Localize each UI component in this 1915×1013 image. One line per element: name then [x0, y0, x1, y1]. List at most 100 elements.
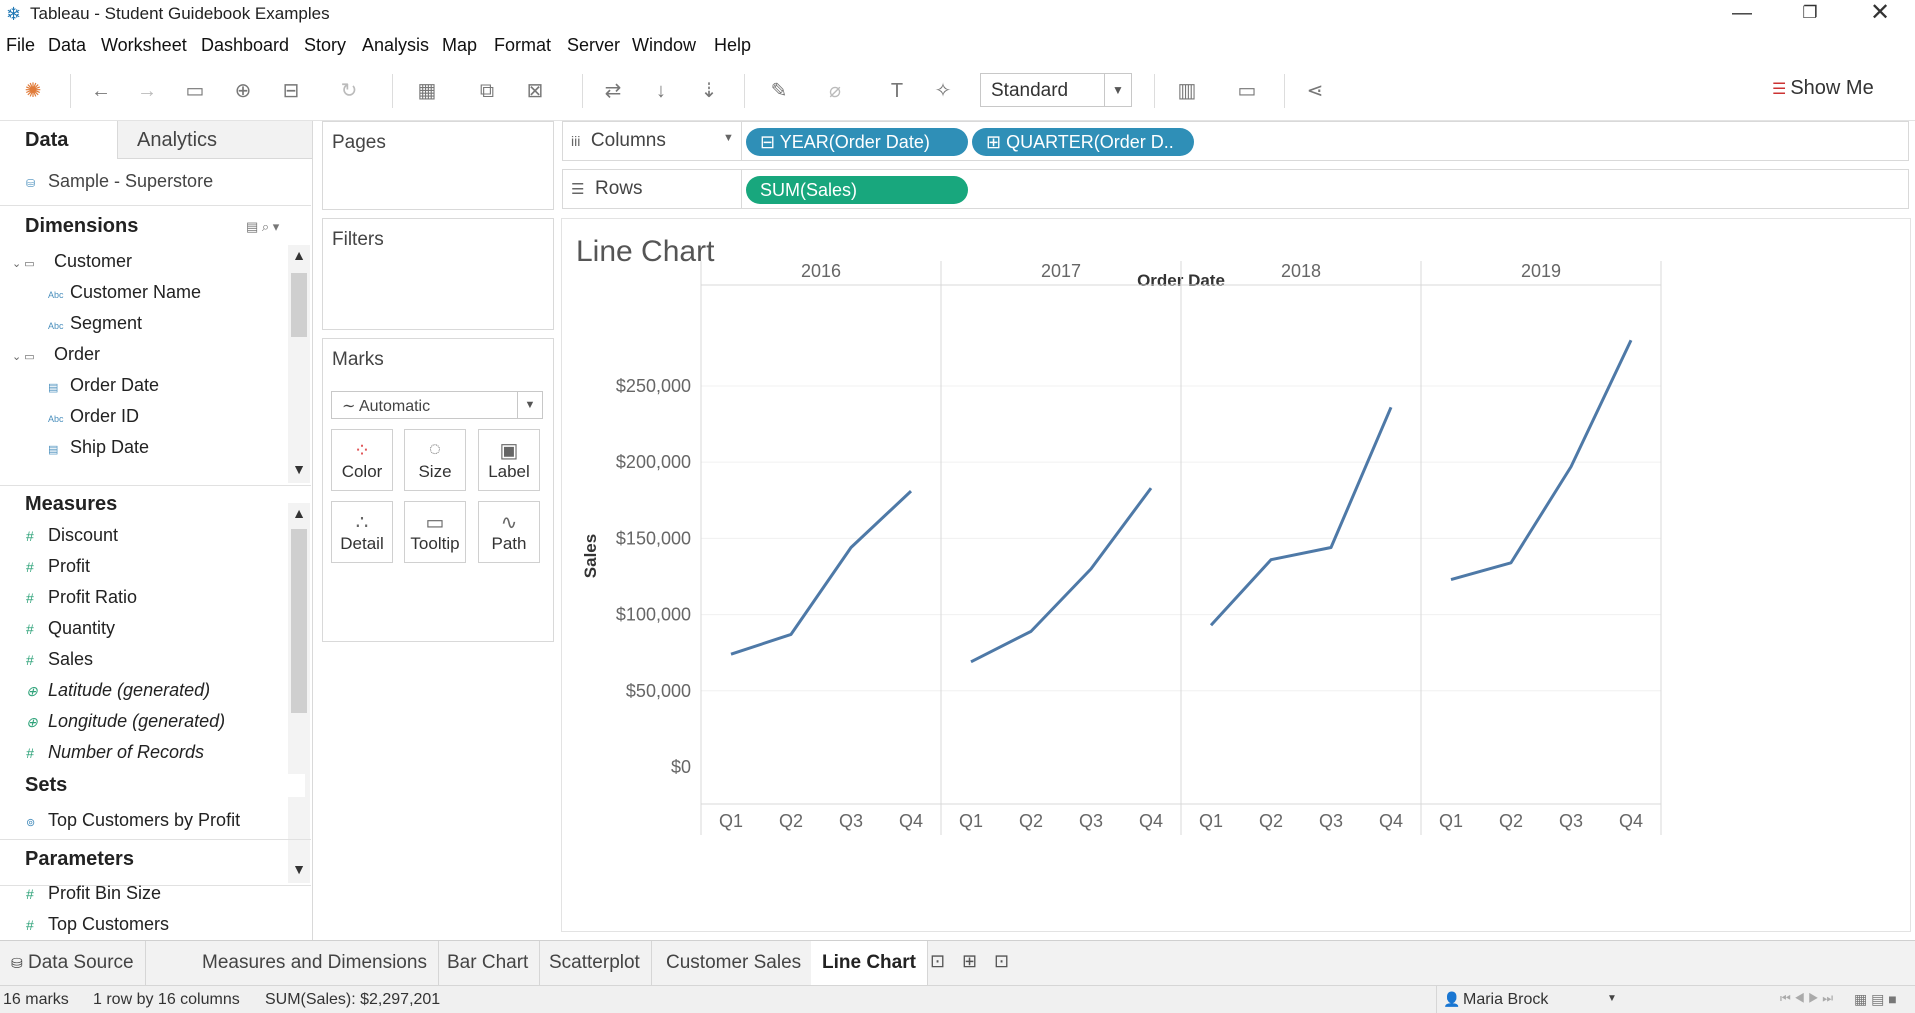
measure-item[interactable]: ⊕ Longitude (generated) [26, 711, 225, 732]
measure-item[interactable]: # Profit Ratio [26, 587, 137, 608]
measure-item[interactable]: # Number of Records [26, 742, 204, 763]
series-line-2019[interactable] [1450, 339, 1633, 581]
highlight-icon[interactable]: ✎ [770, 80, 788, 102]
series-line-2016[interactable] [730, 490, 913, 656]
menu-help[interactable]: Help [714, 35, 752, 55]
dimension-item[interactable]: ▤ Ship Date [48, 437, 149, 458]
tableau-home-icon[interactable]: ✺ [24, 80, 42, 102]
parameter-item[interactable]: # Top Customers [26, 914, 169, 935]
measure-item[interactable]: # Discount [26, 525, 118, 546]
menu-analysis[interactable]: Analysis [362, 35, 430, 55]
minimize-icon[interactable]: — [1732, 2, 1752, 24]
new-worksheet-icon[interactable]: ▦ [417, 80, 437, 102]
pill-year-order-date[interactable]: ⊟ YEAR(Order Date) [746, 128, 968, 156]
size-button[interactable]: ◌ Size [404, 429, 466, 491]
sort-ascending-icon[interactable]: ↓ [656, 80, 666, 102]
tab-scatterplot[interactable]: Scatterplot [538, 941, 652, 985]
tab-bar-chart[interactable]: Bar Chart [436, 941, 541, 985]
new-datasource-icon[interactable]: ⊕ [234, 80, 252, 102]
scroll-up-icon[interactable]: ▲ [292, 247, 306, 263]
tab-customer-sales[interactable]: Customer Sales [655, 941, 814, 985]
line-chart[interactable]: Order DateSales$0$50,000$100,000$150,000… [562, 219, 1908, 929]
pill-sum-sales[interactable]: SUM(Sales) [746, 176, 968, 204]
menu-file[interactable]: File [6, 35, 36, 55]
date-icon: ▤ [48, 444, 59, 456]
measures-scrollbar[interactable]: ▲ ▼ [288, 503, 310, 883]
tooltip-button[interactable]: ▭ Tooltip [404, 501, 466, 563]
new-story-icon[interactable]: ⊡ [994, 951, 1010, 971]
group-members-icon[interactable]: ⌀ [828, 80, 842, 102]
pill-quarter-order-date[interactable]: ⊞ QUARTER(Order D.. [972, 128, 1194, 156]
dimension-item[interactable]: Abc Order ID [48, 406, 139, 427]
close-icon[interactable]: ✕ [1869, 0, 1891, 26]
scroll-up-icon[interactable]: ▲ [292, 505, 306, 521]
y-tick-label: $0 [671, 757, 691, 777]
chevron-down-icon[interactable]: ▼ [723, 132, 734, 144]
tab-data-source[interactable]: ⛁ Data Source [0, 941, 146, 985]
menu-server[interactable]: Server [567, 35, 621, 55]
tab-line-chart[interactable]: Line Chart [811, 941, 928, 985]
tab-measures-and-dimensions[interactable]: Measures and Dimensions [191, 941, 439, 985]
dimension-item[interactable]: ▤ Order Date [48, 375, 159, 396]
undo-icon[interactable]: ← [91, 80, 111, 102]
dimension-item[interactable]: Abc Customer Name [48, 282, 201, 303]
menu-map[interactable]: Map [442, 35, 478, 55]
color-button[interactable]: ⁘ Color [331, 429, 393, 491]
series-line-2018[interactable] [1209, 406, 1393, 627]
path-button[interactable]: ∿ Path [478, 501, 540, 563]
clear-sheet-icon[interactable]: ⊠ [526, 80, 544, 102]
fix-axes-icon[interactable]: ✧ [934, 80, 952, 102]
duplicate-sheet-icon[interactable]: ⧉ [479, 80, 495, 102]
redo-icon[interactable]: → [137, 80, 157, 102]
presentation-mode-icon[interactable]: ▭ [1237, 80, 1257, 102]
menu-story[interactable]: Story [304, 35, 347, 55]
pause-updates-icon[interactable]: ⊟ [282, 80, 300, 102]
share-icon[interactable]: ⋖ [1306, 80, 1324, 102]
datasource-item[interactable]: ⛁ Sample - Superstore [26, 171, 213, 192]
filters-card[interactable]: Filters [322, 218, 554, 330]
measure-item[interactable]: # Profit [26, 556, 90, 577]
new-dashboard-icon[interactable]: ⊞ [962, 951, 978, 971]
rows-shelf[interactable]: ☰ Rows SUM(Sales) [562, 169, 1909, 209]
save-icon[interactable]: ▭ [185, 80, 205, 102]
measure-item[interactable]: ⊕ Latitude (generated) [26, 680, 210, 701]
dimension-item[interactable]: ⌄ ▭ Customer [12, 251, 132, 272]
scroll-down-icon[interactable]: ▼ [292, 861, 306, 877]
set-item[interactable]: ⊚ Top Customers by Profit [26, 810, 240, 831]
menu-data[interactable]: Data [48, 35, 87, 55]
dimensions-scrollbar[interactable]: ▲ ▼ [288, 245, 310, 483]
columns-shelf[interactable]: iii Columns ▼ ⊟ YEAR(Order Date) ⊞ QUART… [562, 121, 1909, 161]
x-tick-label: Q4 [1139, 811, 1163, 831]
menu-format[interactable]: Format [494, 35, 552, 55]
pill-label: QUARTER(Order D.. [1006, 132, 1174, 152]
dimension-item[interactable]: ⌄ ▭ Order [12, 344, 100, 365]
measure-item[interactable]: # Quantity [26, 618, 115, 639]
label-button[interactable]: ▣ Label [478, 429, 540, 491]
refresh-icon[interactable]: ↻ [340, 80, 358, 102]
swap-rows-columns-icon[interactable]: ⇄ [604, 80, 622, 102]
sheet-navigation-icon[interactable]: ⏮ ◀ ▶ ⏭ [1780, 991, 1834, 1005]
mark-type-select[interactable]: ∼ Automatic ▼ [331, 391, 543, 419]
pages-card[interactable]: Pages [322, 121, 554, 210]
series-line-2017[interactable] [970, 487, 1153, 664]
menu-dashboard[interactable]: Dashboard [201, 35, 290, 55]
sheet-sorter-icon[interactable]: ▦ ▤ ■ [1854, 991, 1897, 1007]
fit-select[interactable]: Standard ▼ [980, 73, 1132, 107]
menu-worksheet[interactable]: Worksheet [101, 35, 187, 55]
user-menu[interactable]: 👤 Maria Brock ▼ [1436, 986, 1627, 1013]
dimension-item[interactable]: Abc Segment [48, 313, 142, 334]
scroll-down-icon[interactable]: ▼ [292, 461, 306, 477]
parameter-item[interactable]: # Profit Bin Size [26, 883, 161, 904]
restore-icon[interactable]: ❐ [1802, 3, 1818, 22]
sort-descending-icon[interactable]: ⇣ [700, 80, 718, 102]
show-me-button[interactable]: ☰ Show Me [1772, 77, 1874, 100]
tab-data[interactable]: Data [25, 129, 69, 151]
menu-window[interactable]: Window [632, 35, 697, 55]
measure-item[interactable]: # Sales [26, 649, 93, 670]
tab-analytics[interactable]: Analytics [117, 121, 312, 159]
detail-button[interactable]: ∴ Detail [331, 501, 393, 563]
show-mark-labels-icon[interactable]: T [890, 80, 904, 102]
show-cards-icon[interactable]: ▥ [1177, 80, 1197, 102]
view-data-icon[interactable]: ▤ ⌕ ▾ [246, 219, 280, 234]
new-worksheet-icon[interactable]: ⊡ [930, 951, 946, 971]
